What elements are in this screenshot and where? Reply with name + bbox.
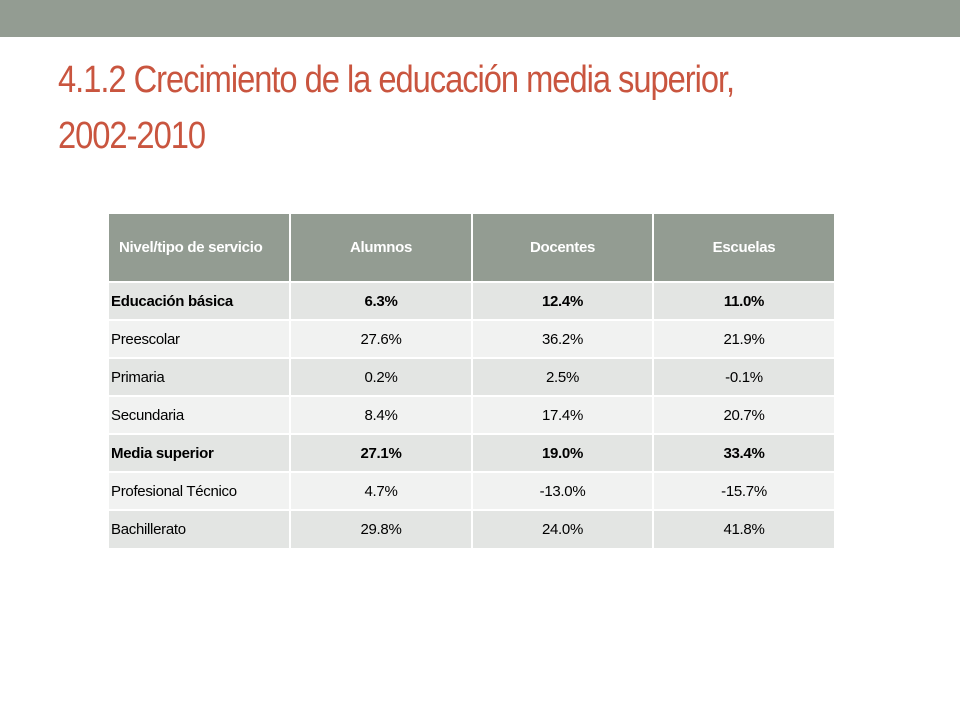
table-row: Educación básica 6.3% 12.4% 11.0% xyxy=(109,281,834,320)
table-row: Secundaria 8.4% 17.4% 20.7% xyxy=(109,395,834,434)
table-row: Media superior 27.1% 19.0% 33.4% xyxy=(109,433,834,472)
cell-nivel: Secundaria xyxy=(109,395,291,434)
cell-alumnos: 27.1% xyxy=(290,433,473,472)
cell-docentes: 17.4% xyxy=(472,395,654,434)
cell-docentes: 2.5% xyxy=(472,357,654,396)
header-alumnos: Alumnos xyxy=(290,214,473,282)
cell-escuelas: 33.4% xyxy=(653,433,834,472)
table-row: Preescolar 27.6% 36.2% 21.9% xyxy=(109,319,834,358)
cell-nivel: Educación básica xyxy=(109,281,291,320)
cell-escuelas: 11.0% xyxy=(653,281,834,320)
cell-nivel: Profesional Técnico xyxy=(109,471,291,510)
cell-escuelas: 20.7% xyxy=(653,395,834,434)
cell-alumnos: 8.4% xyxy=(290,395,473,434)
header-escuelas: Escuelas xyxy=(653,214,834,282)
cell-escuelas: -15.7% xyxy=(653,471,834,510)
cell-escuelas: -0.1% xyxy=(653,357,834,396)
header-nivel: Nivel/tipo de servicio xyxy=(109,214,291,282)
table-row: Profesional Técnico 4.7% -13.0% -15.7% xyxy=(109,471,834,510)
cell-nivel: Preescolar xyxy=(109,319,291,358)
table-row: Primaria 0.2% 2.5% -0.1% xyxy=(109,357,834,396)
cell-alumnos: 6.3% xyxy=(290,281,473,320)
top-accent-bar xyxy=(0,0,960,37)
cell-alumnos: 4.7% xyxy=(290,471,473,510)
cell-nivel: Media superior xyxy=(109,433,291,472)
header-row: Nivel/tipo de servicio Alumnos Docentes … xyxy=(109,214,834,282)
cell-docentes: 12.4% xyxy=(472,281,654,320)
cell-docentes: 24.0% xyxy=(472,509,654,548)
cell-alumnos: 29.8% xyxy=(290,509,473,548)
cell-alumnos: 27.6% xyxy=(290,319,473,358)
cell-escuelas: 41.8% xyxy=(653,509,834,548)
cell-nivel: Primaria xyxy=(109,357,291,396)
cell-alumnos: 0.2% xyxy=(290,357,473,396)
table-header: Nivel/tipo de servicio Alumnos Docentes … xyxy=(109,214,834,282)
table-row: Bachillerato 29.8% 24.0% 41.8% xyxy=(109,509,834,548)
cell-docentes: 36.2% xyxy=(472,319,654,358)
cell-escuelas: 21.9% xyxy=(653,319,834,358)
cell-docentes: 19.0% xyxy=(472,433,654,472)
data-table: Nivel/tipo de servicio Alumnos Docentes … xyxy=(109,214,834,548)
cell-nivel: Bachillerato xyxy=(109,509,291,548)
header-docentes: Docentes xyxy=(472,214,654,282)
slide-title: 4.1.2 Crecimiento de la educación media … xyxy=(58,59,735,157)
table-body: Educación básica 6.3% 12.4% 11.0% Preescolar… xyxy=(109,281,834,548)
cell-docentes: -13.0% xyxy=(472,471,654,510)
